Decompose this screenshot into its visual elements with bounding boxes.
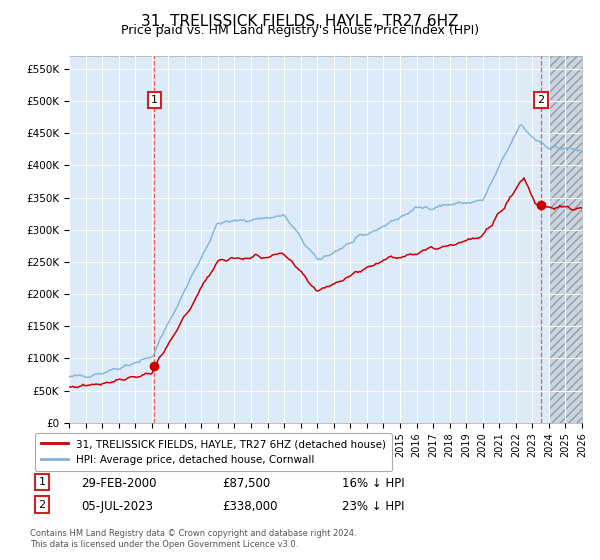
Text: £87,500: £87,500 [222,477,270,490]
Text: 2: 2 [537,95,544,105]
Legend: 31, TRELISSICK FIELDS, HAYLE, TR27 6HZ (detached house), HPI: Average price, det: 31, TRELISSICK FIELDS, HAYLE, TR27 6HZ (… [35,433,392,472]
Text: £338,000: £338,000 [222,500,277,512]
Text: 1: 1 [38,477,46,487]
Text: 23% ↓ HPI: 23% ↓ HPI [342,500,404,512]
Text: 1: 1 [151,95,158,105]
Bar [549,56,582,423]
Text: 2: 2 [38,500,46,510]
Text: Contains HM Land Registry data © Crown copyright and database right 2024.
This d: Contains HM Land Registry data © Crown c… [30,529,356,549]
Bar [549,56,582,423]
Text: Price paid vs. HM Land Registry's House Price Index (HPI): Price paid vs. HM Land Registry's House … [121,24,479,37]
Text: 16% ↓ HPI: 16% ↓ HPI [342,477,404,490]
Text: 31, TRELISSICK FIELDS, HAYLE, TR27 6HZ: 31, TRELISSICK FIELDS, HAYLE, TR27 6HZ [141,14,459,29]
Text: 05-JUL-2023: 05-JUL-2023 [81,500,153,512]
Text: 29-FEB-2000: 29-FEB-2000 [81,477,157,490]
